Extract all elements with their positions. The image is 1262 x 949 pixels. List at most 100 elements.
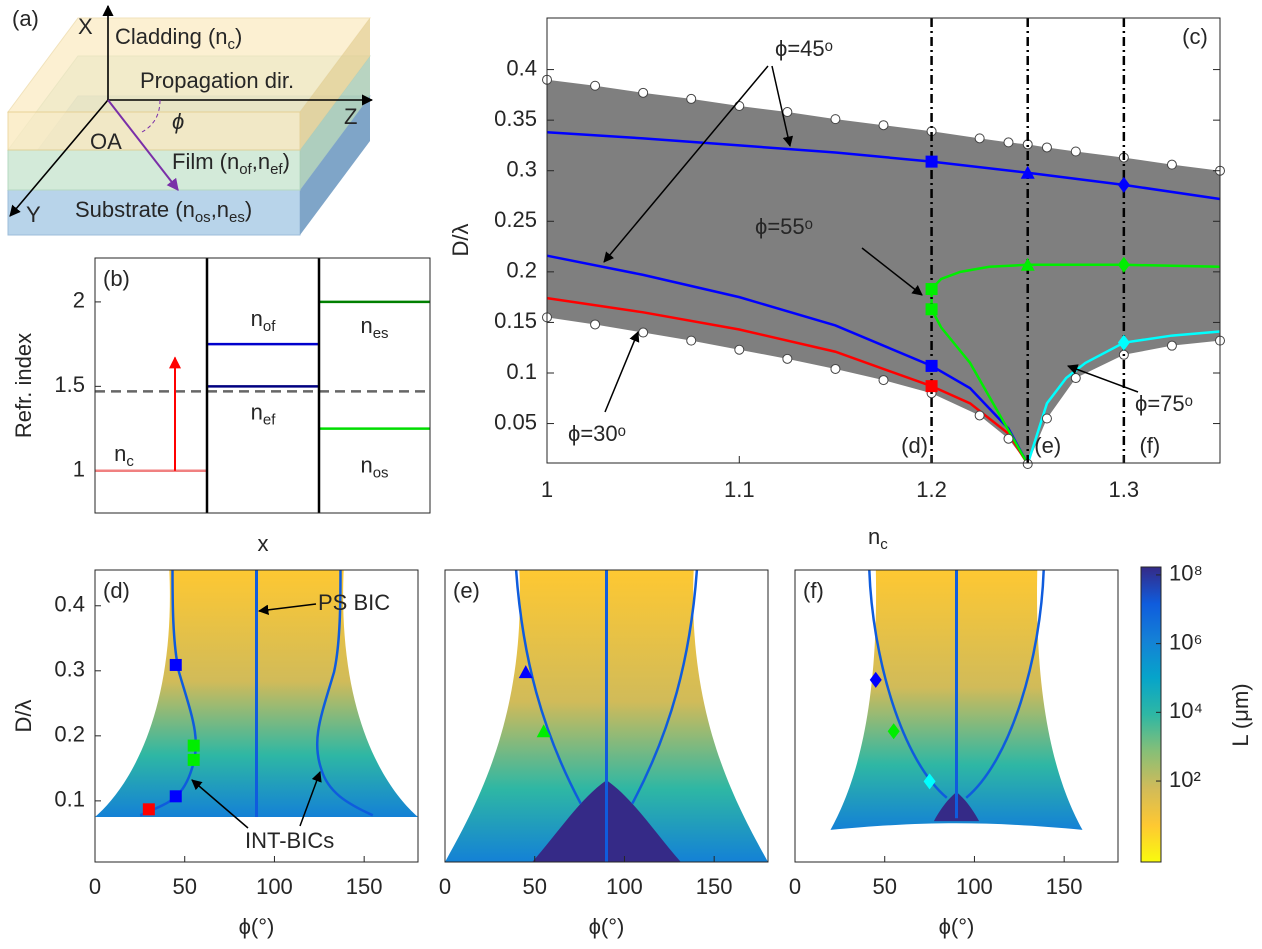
layer-label-part: es [229, 209, 245, 226]
band-point [974, 410, 985, 421]
layer-label-part: ,n [211, 197, 229, 222]
y-tick-label: 0.15 [494, 308, 537, 333]
frame [94, 257, 431, 514]
x-axis-label: x [258, 531, 269, 556]
marker [536, 724, 551, 738]
band-point [638, 87, 649, 98]
layer-label-part: of [239, 161, 252, 178]
slab-diagram [7, 4, 374, 236]
y-tick-label: 0.05 [494, 409, 537, 434]
marker [187, 739, 200, 752]
y-tick-label: 0.1 [506, 359, 537, 384]
cut-label: (e) [1034, 433, 1061, 458]
index-label-part: n [251, 306, 263, 331]
marker [1117, 176, 1130, 193]
int-bic [514, 569, 582, 805]
x-tick-label: 1.2 [916, 477, 947, 502]
band-point [1070, 373, 1081, 384]
marker [925, 359, 938, 372]
layer-label-part: Substrate (n [75, 197, 195, 222]
index-label-part: n [114, 441, 126, 466]
annotation-arrow [603, 65, 769, 263]
x-tick-label: 100 [956, 874, 993, 899]
band-point [782, 107, 793, 118]
marker [169, 790, 182, 803]
index-label-part: of [263, 318, 276, 335]
band [547, 79, 1220, 465]
layer-label-part: os [195, 209, 211, 226]
band-point [686, 93, 697, 104]
int-bic [965, 569, 1045, 799]
x-axis-label: ϕ(°) [589, 914, 625, 939]
layer-label-part: ) [245, 197, 252, 222]
annotation: ϕ=45ᵒ [775, 36, 833, 61]
colorbar-label: L (μm) [1228, 683, 1253, 746]
annotation-arrow [1067, 364, 1139, 393]
colorbar-tick-label: 10⁴ [1169, 698, 1203, 723]
y-axis-label: D/λ [448, 224, 473, 257]
band-point [1166, 340, 1177, 351]
x-tick-label: 0 [439, 874, 451, 899]
y-tick-label: 0.4 [506, 55, 537, 80]
x-tick-label: 1.3 [1109, 477, 1140, 502]
layer-label-part: ef [270, 161, 283, 178]
x-tick-label: 150 [346, 874, 383, 899]
band-point [590, 319, 601, 330]
curve [546, 254, 1029, 465]
index-label-part: c [126, 453, 134, 470]
layer-label-part: Film (n [172, 149, 239, 174]
axis-label: X [78, 14, 93, 39]
layer-label-part: Cladding (n [115, 24, 228, 49]
marker [925, 380, 938, 393]
curve [546, 131, 1221, 201]
annotation-arrow [191, 779, 249, 829]
panel-label: (c) [1182, 24, 1208, 49]
layer-label: Cladding (nc) [115, 24, 242, 53]
int-bic [631, 569, 699, 805]
annotation-arrow [257, 603, 317, 616]
curve [546, 296, 1029, 465]
index-label-part: es [373, 325, 389, 342]
layer-label-part: ) [283, 149, 290, 174]
annotation: PS BIC [318, 590, 390, 615]
frame [444, 569, 769, 863]
index-label: nc [114, 441, 134, 470]
y-tick-label: 0.1 [54, 787, 85, 812]
marker [887, 723, 900, 740]
annotation-arrow [604, 331, 640, 413]
annotation: INT-BICs [245, 828, 334, 853]
colorbar-tick-label: 10² [1169, 767, 1201, 792]
marker [187, 753, 200, 766]
frame [794, 569, 1119, 863]
x-tick-label: 100 [256, 874, 293, 899]
y-tick-label: 2 [73, 288, 85, 313]
band-point [1003, 137, 1014, 148]
annotation: ϕ=75ᵒ [1135, 391, 1193, 416]
y-tick-label: 0.3 [506, 157, 537, 182]
annotation: ϕ=30ᵒ [568, 421, 626, 446]
band-point [1003, 433, 1014, 444]
marker [1020, 165, 1035, 179]
band-point [830, 363, 841, 374]
marker [142, 803, 155, 816]
index-label-part: os [373, 465, 389, 482]
direction-label: Propagation dir. [140, 68, 294, 93]
marker [925, 155, 938, 168]
index-label: nof [251, 306, 277, 335]
x-axis-label: nc [868, 524, 888, 553]
band-point [830, 114, 841, 125]
annotation-arrow [771, 65, 794, 148]
x-axis-label-part: c [880, 536, 888, 553]
marker [925, 283, 938, 296]
colorbar-tick-label: 10⁶ [1169, 629, 1203, 654]
frame [546, 17, 1221, 464]
band-point [974, 133, 985, 144]
axis-label: Z [344, 104, 357, 129]
axis-label: Y [26, 202, 41, 227]
frame [94, 569, 419, 863]
annotation-arrow [299, 771, 322, 827]
x-tick-label: 0 [789, 874, 801, 899]
band-point [782, 353, 793, 364]
band-point [1070, 146, 1081, 157]
panel-label: (e) [453, 578, 480, 603]
